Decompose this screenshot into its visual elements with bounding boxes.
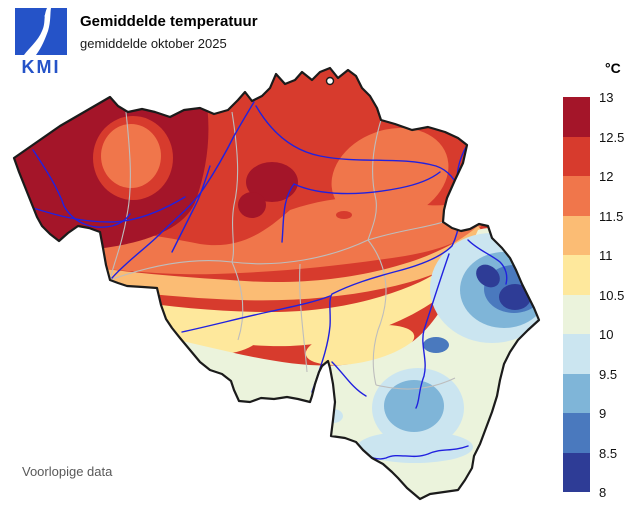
legend-swatch (563, 176, 590, 216)
region-bastogne-midblue (384, 380, 444, 432)
legend-swatch (563, 215, 590, 255)
kmi-logo-text: KMI (22, 57, 61, 76)
legend-label: 9 (599, 406, 607, 421)
river-lesse (331, 361, 367, 397)
legend-label: 8.5 (599, 445, 618, 461)
legend-label: 11.5 (599, 208, 624, 224)
legend-label: 10 (599, 327, 614, 342)
legend-label: 8 (599, 485, 607, 500)
region-famenne-yellow (305, 324, 415, 366)
legend-swatch (563, 294, 590, 334)
legend-swatch (563, 413, 590, 453)
page-title: Gemiddelde temperatuur (80, 13, 258, 30)
region-westflanders-orange-pocket (101, 124, 161, 188)
page-subtitle: gemiddelde oktober 2025 (80, 36, 227, 51)
river-dijle-demer (281, 171, 441, 243)
legend-swatch (563, 97, 590, 137)
baarle-exclave (325, 76, 335, 86)
legend-label: 11 (599, 248, 613, 263)
region-red-spot (336, 211, 352, 219)
region-spa-blue (423, 337, 449, 353)
region-navy-blob-1 (476, 264, 500, 288)
region-central-orange-band (14, 196, 492, 275)
province-borders (109, 111, 456, 390)
river-dender (171, 165, 211, 253)
legend-label: 13 (599, 90, 614, 105)
belgium-outline (12, 66, 541, 501)
legend-label: 12.5 (599, 129, 625, 145)
kmi-logo-icon: KMI (15, 8, 67, 77)
legend-label: 12 (599, 169, 614, 184)
river-schelde (111, 101, 255, 279)
river-leie (29, 196, 186, 223)
legend-color-bar (563, 97, 590, 492)
legend-label: 9.5 (599, 366, 618, 382)
legend-swatch (563, 452, 590, 492)
color-legend: 13 12.5 12 11.5 11 10.5 10 9.5 9 8.5 8 (563, 91, 640, 499)
footer-note: Voorlopige data (22, 464, 113, 479)
river-samber (181, 295, 331, 333)
legend-swatch (563, 255, 590, 295)
kmi-logo: KMI (14, 8, 68, 77)
region-navy-blob-2 (499, 284, 531, 310)
legend-swatch (563, 334, 590, 374)
region-center-darkred-lobe (238, 192, 266, 218)
region-light-orange-band (20, 226, 488, 301)
river-ourthe (415, 253, 450, 409)
legend-swatch (563, 136, 590, 176)
river-vesdre (467, 239, 508, 285)
legend-swatch (563, 373, 590, 413)
legend-unit-label: °C (605, 60, 621, 76)
region-center-darkred (246, 162, 298, 202)
river-albertkanaal (255, 105, 461, 193)
legend-label: 10.5 (599, 287, 625, 303)
